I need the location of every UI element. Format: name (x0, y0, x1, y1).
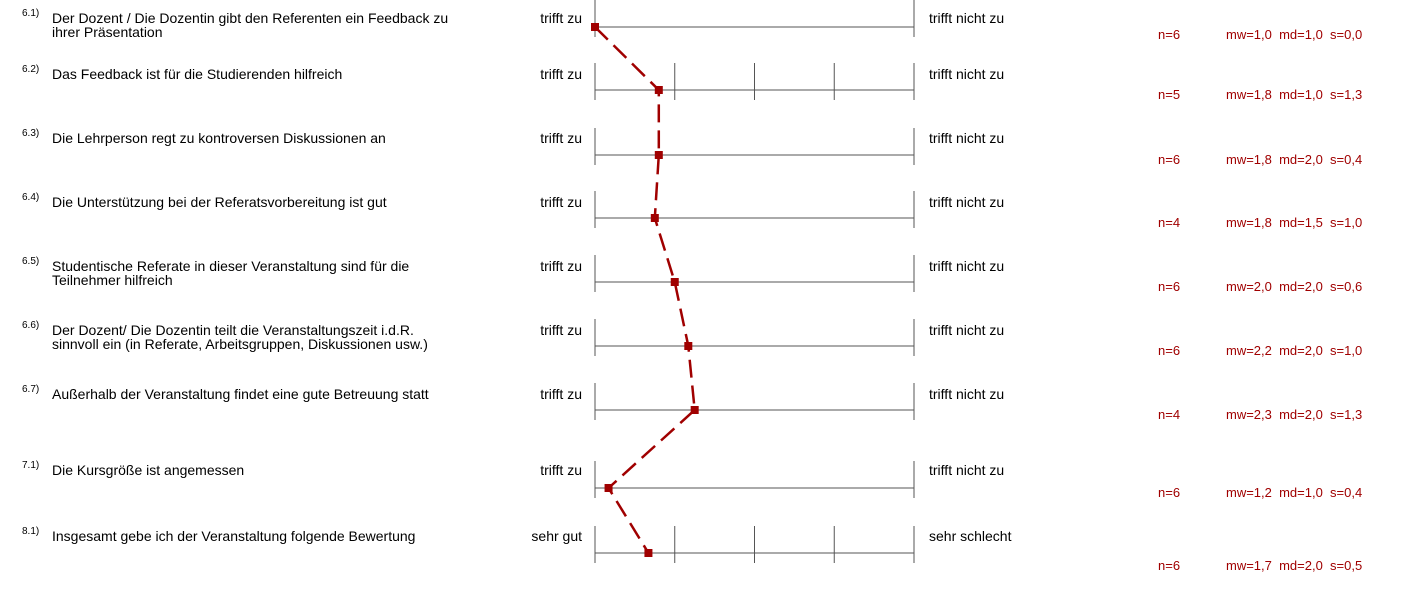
scale-left-label: trifft zu (540, 194, 582, 210)
stat-n: n=6 (1158, 279, 1181, 294)
question-text: Die Kursgröße ist angemessen (52, 462, 245, 478)
question-number: 7.1) (22, 460, 40, 471)
mean-marker (591, 23, 599, 31)
scale-left-label: trifft zu (540, 462, 582, 478)
stat-values: mw=1,0 md=1,0 s=0,0 (1226, 27, 1363, 42)
stat-values: mw=1,7 md=2,0 s=0,5 (1226, 558, 1363, 573)
mean-marker (654, 151, 663, 159)
stat-values: mw=1,8 md=1,0 s=1,3 (1226, 87, 1363, 102)
question-number: 6.7) (22, 384, 40, 395)
question-number: 6.1) (22, 8, 40, 19)
scale-right-label: trifft nicht zu (929, 130, 1005, 146)
scale-left-label: trifft zu (540, 386, 582, 402)
mean-marker (654, 86, 663, 94)
scale-left-label: sehr gut (531, 528, 582, 544)
question-text: Studentische Referate in dieser Veransta… (52, 258, 410, 288)
scale-right-label: trifft nicht zu (929, 194, 1005, 210)
question-number: 6.6) (22, 320, 40, 331)
mean-marker (644, 549, 653, 557)
scale-right-label: trifft nicht zu (929, 10, 1005, 26)
stat-n: n=4 (1158, 407, 1181, 422)
mean-marker (604, 484, 613, 492)
scale-left-label: trifft zu (540, 10, 582, 26)
question-number: 6.3) (22, 128, 40, 139)
mean-marker (670, 278, 679, 286)
scale-right-label: trifft nicht zu (929, 66, 1005, 82)
scale-left-label: trifft zu (540, 130, 582, 146)
scale-right-label: trifft nicht zu (929, 322, 1005, 338)
question-text: Das Feedback ist für die Studierenden hi… (52, 66, 343, 82)
question-text: Die Unterstützung bei der Referatsvorber… (52, 194, 387, 210)
question-text: Außerhalb der Veranstaltung findet eine … (52, 386, 429, 402)
stat-values: mw=2,3 md=2,0 s=1,3 (1226, 407, 1363, 422)
stat-values: mw=1,8 md=1,5 s=1,0 (1226, 215, 1363, 230)
question-number: 8.1) (22, 526, 40, 537)
scale-right-label: sehr schlecht (929, 528, 1012, 544)
question-number: 6.4) (22, 192, 40, 203)
stat-n: n=6 (1158, 152, 1181, 167)
stat-values: mw=2,2 md=2,0 s=1,0 (1226, 343, 1363, 358)
scale-right-label: trifft nicht zu (929, 258, 1005, 274)
mean-marker (684, 342, 693, 350)
question-number: 6.2) (22, 64, 40, 75)
stat-n: n=6 (1158, 558, 1181, 573)
scale-left-label: trifft zu (540, 322, 582, 338)
question-text: Insgesamt gebe ich der Veranstaltung fol… (52, 528, 416, 544)
scale-right-label: trifft nicht zu (929, 462, 1005, 478)
question-text: Der Dozent/ Die Dozentin teilt die Veran… (52, 322, 428, 352)
stat-n: n=5 (1158, 87, 1181, 102)
stat-n: n=4 (1158, 215, 1181, 230)
stat-n: n=6 (1158, 27, 1181, 42)
mean-marker (650, 214, 659, 222)
scale-right-label: trifft nicht zu (929, 386, 1005, 402)
stat-values: mw=1,8 md=2,0 s=0,4 (1226, 152, 1363, 167)
scale-left-label: trifft zu (540, 66, 582, 82)
stat-n: n=6 (1158, 485, 1181, 500)
question-text: Die Lehrperson regt zu kontroversen Disk… (52, 130, 386, 146)
stat-values: mw=2,0 md=2,0 s=0,6 (1226, 279, 1363, 294)
stat-values: mw=1,2 md=1,0 s=0,4 (1226, 485, 1363, 500)
stat-n: n=6 (1158, 343, 1181, 358)
mean-profile-line (594, 26, 696, 554)
mean-marker (690, 406, 699, 414)
question-number: 6.5) (22, 256, 40, 267)
question-text: Der Dozent / Die Dozentin gibt den Refer… (52, 10, 449, 40)
scale-left-label: trifft zu (540, 258, 582, 274)
